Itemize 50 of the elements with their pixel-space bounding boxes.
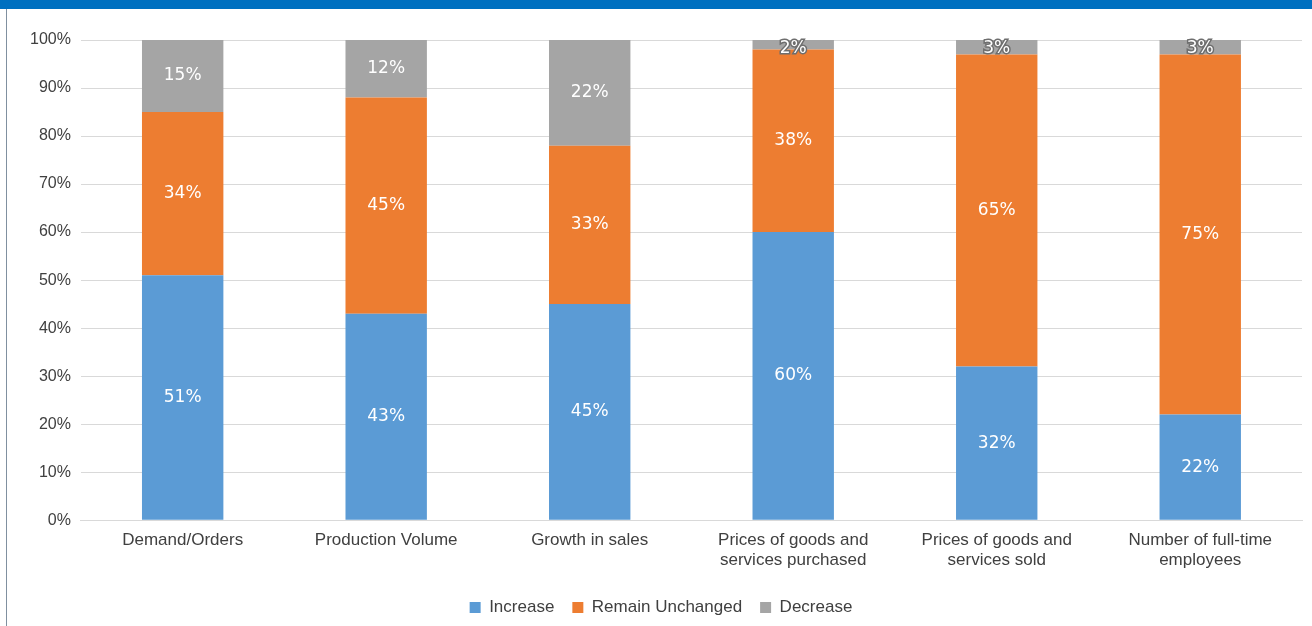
bar: [549, 40, 631, 146]
bar: [549, 304, 631, 520]
bar: [345, 40, 427, 98]
data-label: 32%: [977, 431, 1016, 452]
y-tick-label: 30%: [38, 366, 71, 384]
data-label: 12%: [367, 57, 406, 78]
bar: [956, 54, 1038, 367]
bar: [752, 232, 834, 520]
data-label: 22%: [1181, 455, 1220, 476]
bar: [956, 366, 1038, 520]
y-tick-label: 0%: [47, 510, 71, 528]
y-tick-label: 50%: [38, 270, 71, 288]
data-label: 3%: [1186, 37, 1214, 58]
data-label: 60%: [774, 364, 813, 385]
x-tick-label: Demand/Orders: [122, 530, 244, 550]
y-tick-label: 10%: [38, 462, 71, 480]
bar: [345, 313, 427, 520]
bar: [141, 112, 224, 276]
data-label: 51%: [163, 385, 202, 406]
x-tick-label: Growth in sales: [531, 530, 649, 550]
data-label: 43%: [367, 405, 406, 426]
x-tick-label: Prices of goods and services sold: [921, 530, 1072, 570]
y-tick-label: 70%: [38, 174, 71, 192]
x-tick-label: Production Volume: [314, 530, 458, 550]
data-label: 65%: [977, 198, 1016, 219]
data-label: 38%: [774, 129, 813, 150]
y-tick-label: 20%: [38, 414, 71, 432]
bar: [549, 145, 631, 305]
y-tick-label: 40%: [38, 318, 71, 336]
data-label: 45%: [570, 400, 609, 421]
y-tick-label: 80%: [38, 126, 71, 144]
y-tick-label: 90%: [38, 78, 71, 96]
bar: [1159, 54, 1241, 415]
data-label: 75%: [1181, 222, 1220, 243]
data-label: 45%: [367, 194, 406, 215]
data-label: 22%: [570, 81, 609, 102]
legend-label: Remain Unchanged: [591, 597, 743, 617]
bar: [345, 97, 427, 314]
data-label: 33%: [570, 213, 609, 234]
bar: [141, 40, 224, 113]
y-tick-label: 60%: [38, 222, 71, 240]
data-label: 34%: [163, 182, 202, 203]
data-label: 15%: [163, 64, 202, 85]
legend-label: Increase: [489, 597, 555, 617]
legend-label: Decrease: [779, 597, 853, 617]
x-tick-label: Prices of goods and services purchased: [718, 530, 869, 570]
x-tick-label: Number of full-time employees: [1128, 530, 1273, 570]
y-tick-label: 100%: [30, 30, 71, 48]
bar: [1159, 414, 1241, 520]
bar: [141, 275, 224, 520]
